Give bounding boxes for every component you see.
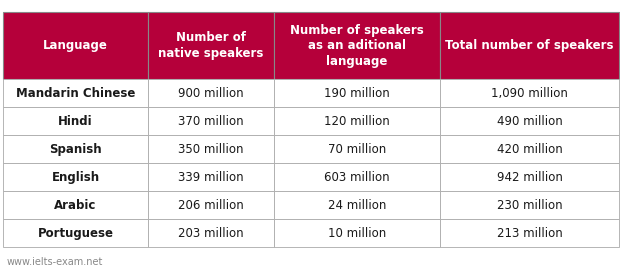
- Bar: [440, 163, 619, 191]
- Bar: [440, 79, 619, 107]
- Text: 10 million: 10 million: [328, 227, 386, 239]
- Bar: [274, 79, 440, 107]
- Bar: [148, 79, 274, 107]
- Text: Arabic: Arabic: [55, 198, 97, 212]
- Bar: [274, 107, 440, 135]
- Text: 900 million: 900 million: [178, 87, 244, 100]
- Bar: [3, 219, 148, 247]
- Text: Language: Language: [43, 39, 108, 52]
- Bar: [3, 12, 148, 79]
- Text: 190 million: 190 million: [324, 87, 390, 100]
- Bar: [440, 12, 619, 79]
- Bar: [440, 219, 619, 247]
- Bar: [148, 135, 274, 163]
- Text: 213 million: 213 million: [497, 227, 562, 239]
- Bar: [148, 107, 274, 135]
- Text: 370 million: 370 million: [178, 114, 244, 128]
- Text: 24 million: 24 million: [328, 198, 386, 212]
- Bar: [3, 79, 148, 107]
- Text: Spanish: Spanish: [49, 143, 102, 156]
- Bar: [440, 135, 619, 163]
- Bar: [148, 163, 274, 191]
- Bar: [3, 135, 148, 163]
- Bar: [274, 135, 440, 163]
- Text: 230 million: 230 million: [497, 198, 562, 212]
- Bar: [148, 219, 274, 247]
- Text: Number of
native speakers: Number of native speakers: [158, 31, 264, 60]
- Bar: [274, 12, 440, 79]
- Text: Mandarin Chinese: Mandarin Chinese: [16, 87, 135, 100]
- Bar: [3, 191, 148, 219]
- Bar: [148, 12, 274, 79]
- Bar: [3, 163, 148, 191]
- Text: Total number of speakers: Total number of speakers: [445, 39, 614, 52]
- Text: English: English: [51, 171, 99, 184]
- Bar: [440, 191, 619, 219]
- Text: Hindi: Hindi: [58, 114, 93, 128]
- Text: 70 million: 70 million: [328, 143, 386, 156]
- Text: 942 million: 942 million: [497, 171, 562, 184]
- Text: 1,090 million: 1,090 million: [491, 87, 568, 100]
- Text: 120 million: 120 million: [324, 114, 390, 128]
- Bar: [3, 107, 148, 135]
- Text: 603 million: 603 million: [324, 171, 390, 184]
- Bar: [274, 219, 440, 247]
- Bar: [440, 107, 619, 135]
- Text: 203 million: 203 million: [178, 227, 244, 239]
- Text: 350 million: 350 million: [178, 143, 244, 156]
- Text: Portuguese: Portuguese: [37, 227, 113, 239]
- Bar: [148, 191, 274, 219]
- Text: www.ielts-exam.net: www.ielts-exam.net: [6, 257, 102, 267]
- Text: 420 million: 420 million: [497, 143, 562, 156]
- Text: Number of speakers
as an aditional
language: Number of speakers as an aditional langu…: [290, 23, 424, 68]
- Text: 339 million: 339 million: [178, 171, 244, 184]
- Bar: [274, 191, 440, 219]
- Text: 206 million: 206 million: [178, 198, 244, 212]
- Bar: [274, 163, 440, 191]
- Text: 490 million: 490 million: [497, 114, 562, 128]
